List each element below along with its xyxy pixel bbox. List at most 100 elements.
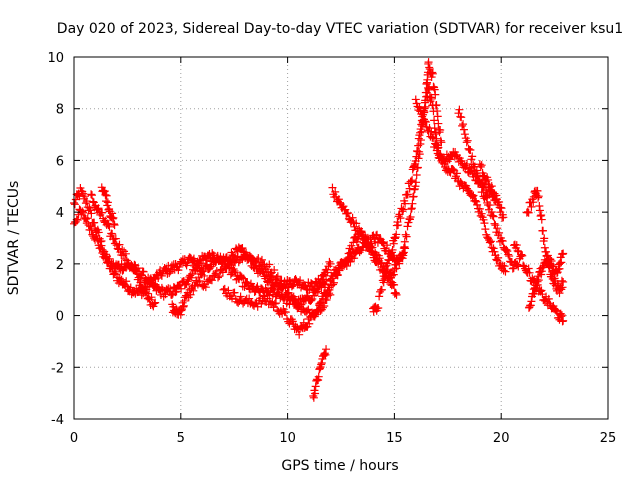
data-point-marker (396, 214, 405, 223)
data-point-marker (378, 276, 387, 285)
data-point-marker (452, 152, 461, 161)
data-point-marker (329, 272, 338, 281)
data-point-marker (436, 150, 445, 159)
data-point-marker (339, 202, 348, 211)
data-point-marker (500, 262, 509, 271)
data-point-marker (534, 193, 543, 202)
data-point-marker (277, 276, 286, 285)
data-point-marker (425, 123, 434, 132)
data-point-marker (142, 287, 151, 296)
data-point-marker (462, 138, 471, 147)
data-point-marker (81, 199, 90, 208)
data-point-marker (490, 247, 499, 256)
data-point-marker (290, 295, 299, 304)
data-point-marker (517, 250, 526, 259)
data-point-marker (146, 278, 155, 287)
data-point-marker (534, 276, 543, 285)
data-point-marker (183, 277, 192, 286)
data-point-marker (92, 234, 101, 243)
data-point-marker (557, 312, 566, 321)
data-point-marker (501, 267, 510, 276)
data-point-marker (392, 264, 401, 273)
data-point-marker (253, 282, 262, 291)
data-point-marker (541, 296, 550, 305)
data-point-marker (307, 296, 316, 305)
data-point-marker (558, 283, 567, 292)
data-point-marker (177, 284, 186, 293)
data-point-marker (189, 286, 198, 295)
data-point-marker (424, 85, 433, 94)
data-point-marker (93, 236, 102, 245)
data-point-marker (408, 199, 417, 208)
data-point-marker (322, 275, 331, 284)
data-point-marker (459, 125, 468, 134)
data-point-marker (175, 262, 184, 271)
data-point-marker (391, 289, 400, 298)
data-point-marker (257, 284, 266, 293)
data-point-marker (485, 183, 494, 192)
data-point-marker (386, 252, 395, 261)
data-point-marker (430, 139, 439, 148)
x-tick-label: 20 (493, 431, 510, 446)
data-point-marker (499, 266, 508, 275)
data-point-marker (395, 259, 404, 268)
plot-area-frame (73, 56, 609, 420)
data-point-marker (540, 234, 549, 243)
data-point-marker (355, 248, 364, 257)
data-point-marker (305, 319, 314, 328)
data-point-marker (240, 282, 249, 291)
data-point-marker (108, 209, 117, 218)
data-point-marker (102, 250, 111, 259)
data-point-marker (546, 255, 555, 264)
data-point-marker (427, 93, 436, 102)
data-point-marker (428, 68, 437, 77)
data-point-marker (270, 266, 279, 275)
data-point-marker (529, 198, 538, 207)
data-point-marker (467, 190, 476, 199)
data-point-marker (416, 125, 425, 134)
data-point-marker (468, 192, 477, 201)
data-point-marker (109, 213, 118, 222)
data-point-marker (431, 128, 440, 137)
data-point-marker (471, 196, 480, 205)
data-point-marker (306, 296, 315, 305)
data-point-marker (427, 94, 436, 103)
data-point-marker (320, 349, 329, 358)
data-point-marker (487, 243, 496, 252)
data-point-marker (539, 226, 548, 235)
data-point-marker (536, 212, 545, 221)
data-point-marker (381, 268, 390, 277)
data-point-marker (374, 303, 383, 312)
data-point-marker (526, 301, 535, 310)
data-point-marker (87, 209, 96, 218)
data-point-marker (429, 107, 438, 116)
data-point-marker (409, 192, 418, 201)
data-point-marker (408, 176, 417, 185)
data-point-marker (516, 252, 525, 261)
data-point-marker (140, 282, 149, 291)
data-point-marker (488, 211, 497, 220)
data-point-marker (489, 212, 498, 221)
y-tick-label: 6 (56, 154, 64, 169)
data-point-marker (349, 238, 358, 247)
data-point-marker (171, 288, 180, 297)
data-point-marker (236, 292, 245, 301)
data-point-marker (357, 227, 366, 236)
data-point-marker (508, 264, 517, 273)
data-point-marker (83, 214, 92, 223)
data-point-marker (504, 250, 513, 259)
data-point-marker (464, 168, 473, 177)
data-point-marker (464, 144, 473, 153)
data-point-marker (530, 289, 539, 298)
data-point-marker (559, 277, 568, 286)
data-point-marker (489, 244, 498, 253)
data-point-marker (88, 191, 97, 200)
data-point-marker (254, 254, 263, 263)
data-point-marker (527, 202, 536, 211)
data-point-marker (537, 215, 546, 224)
data-point-marker (318, 303, 327, 312)
y-tick-label: 8 (56, 103, 64, 118)
data-point-marker (295, 330, 304, 339)
data-point-marker (539, 263, 548, 272)
